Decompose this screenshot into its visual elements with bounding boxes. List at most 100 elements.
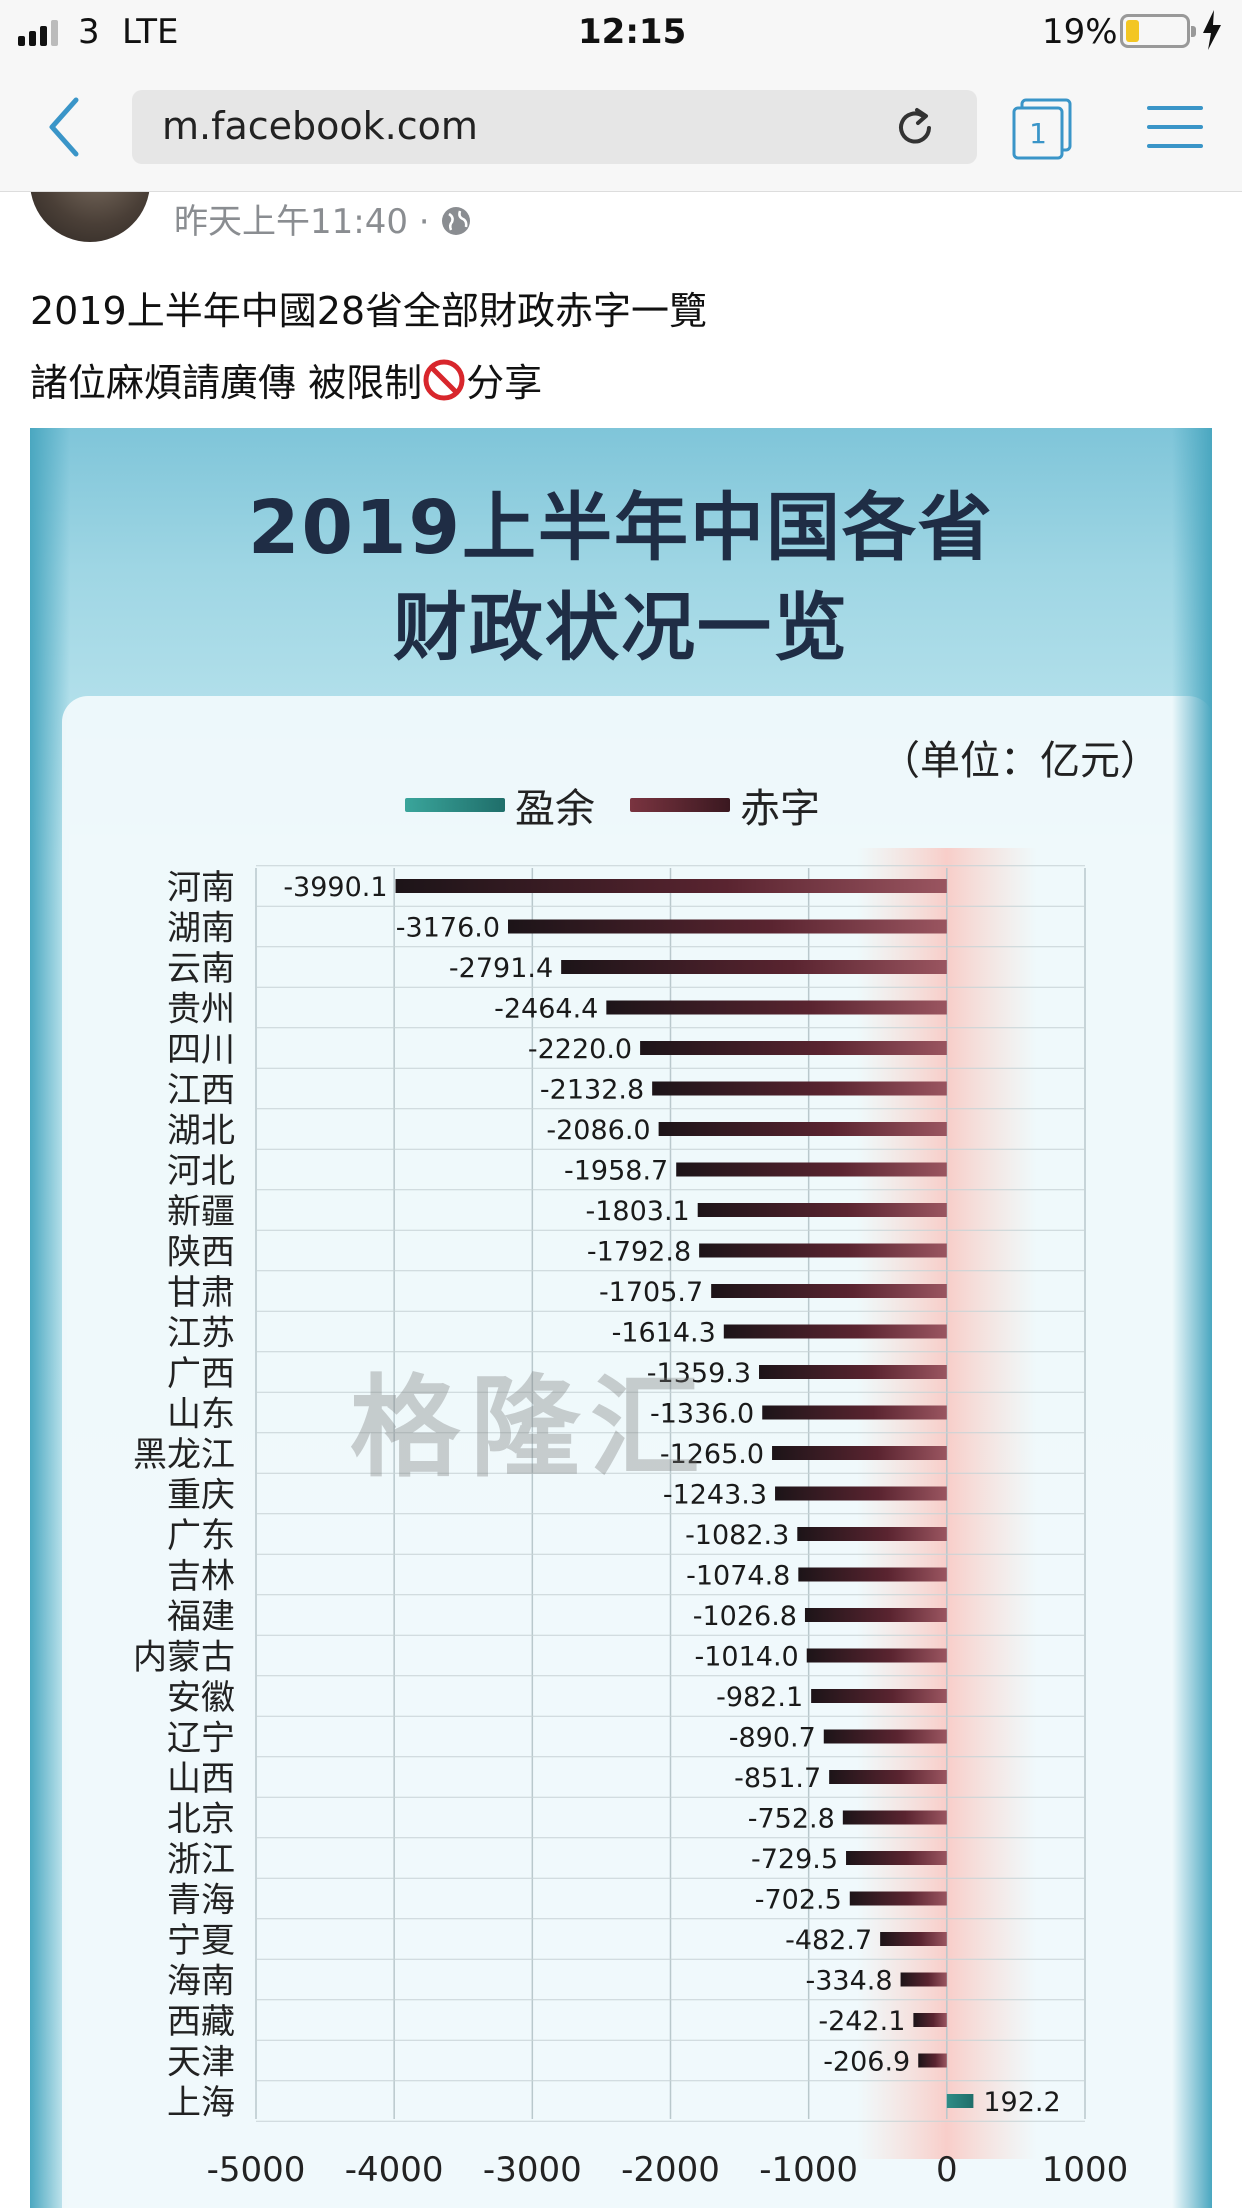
post-text-line2-start: 諸位麻煩請廣傳 被限制 xyxy=(30,361,423,405)
legend-surplus: 盈余 xyxy=(405,776,595,834)
category-label: 湖南 xyxy=(167,909,235,949)
category-label: 河南 xyxy=(167,868,235,908)
post-timestamp[interactable]: 昨天上午11:40 · xyxy=(174,202,430,242)
category-label: 上海 xyxy=(167,2083,235,2123)
post-text-line2: 諸位麻煩請廣傳 被限制 分享 xyxy=(30,352,542,407)
data-label: -2220.0 xyxy=(528,1034,632,1065)
category-label: 云南 xyxy=(167,949,235,989)
category-label: 重庆 xyxy=(167,1476,235,1516)
menu-icon[interactable] xyxy=(1145,102,1205,152)
legend-surplus-swatch xyxy=(405,798,505,812)
category-label: 浙江 xyxy=(167,1840,235,1880)
data-label: -1082.3 xyxy=(685,1520,789,1551)
back-arrow-icon[interactable] xyxy=(40,92,90,162)
charging-bolt-icon xyxy=(1203,10,1221,50)
data-label: -851.7 xyxy=(734,1763,821,1794)
data-label: -1359.3 xyxy=(647,1358,751,1389)
globe-icon xyxy=(442,207,471,235)
bar xyxy=(676,1162,947,1177)
category-label: 福建 xyxy=(167,1597,235,1637)
network-label: LTE xyxy=(122,12,179,52)
post-meta: 昨天上午11:40 · xyxy=(174,194,472,243)
tick-label: 1000 xyxy=(1042,2150,1129,2190)
clock: 12:15 xyxy=(578,12,687,52)
bar xyxy=(811,1689,947,1703)
data-label: -1705.7 xyxy=(599,1277,703,1308)
bar xyxy=(640,1041,947,1055)
bar xyxy=(759,1365,947,1379)
category-label: 新疆 xyxy=(167,1192,235,1232)
bar xyxy=(395,879,947,893)
bar xyxy=(652,1081,947,1096)
avatar[interactable] xyxy=(30,192,150,242)
tick-label: -3000 xyxy=(483,2150,582,2190)
bar xyxy=(806,1648,947,1663)
category-label: 天津 xyxy=(167,2043,235,2083)
category-label: 山西 xyxy=(167,1759,235,1799)
bar xyxy=(723,1324,947,1339)
data-label: -2086.0 xyxy=(546,1115,650,1146)
bar xyxy=(606,1000,947,1015)
category-label: 辽宁 xyxy=(167,1719,235,1759)
category-label: 江苏 xyxy=(167,1314,235,1354)
tick-label: -1000 xyxy=(759,2150,858,2190)
bar xyxy=(775,1486,947,1501)
carrier-label: 3 xyxy=(78,12,100,52)
data-label: -1614.3 xyxy=(612,1318,716,1349)
tabs-icon[interactable]: 1 xyxy=(1010,98,1074,160)
category-label: 青海 xyxy=(167,1881,235,1921)
bar xyxy=(946,2094,974,2108)
post-image[interactable]: 2019上半年中国各省 财政状况一览 （单位：亿元） 盈余 赤字 河南 -3990… xyxy=(30,428,1212,2208)
data-label: -2464.4 xyxy=(494,994,598,1025)
bar xyxy=(697,1203,947,1217)
bar xyxy=(797,1527,947,1541)
category-label: 内蒙古 xyxy=(133,1638,235,1678)
tick-label: -4000 xyxy=(345,2150,444,2190)
data-label: -752.8 xyxy=(748,1804,835,1835)
category-label: 陕西 xyxy=(167,1233,235,1273)
bar xyxy=(711,1284,947,1298)
bar xyxy=(918,2053,947,2068)
data-label: -482.7 xyxy=(785,1925,872,1956)
category-label: 黑龙江 xyxy=(133,1435,235,1475)
category-label: 湖北 xyxy=(167,1111,235,1151)
category-label: 吉林 xyxy=(167,1557,235,1597)
data-label: -729.5 xyxy=(751,1844,838,1875)
legend-deficit-swatch xyxy=(630,798,730,812)
category-label: 海南 xyxy=(167,1962,235,2002)
chart-title-line1: 2019上半年中国各省 xyxy=(248,485,994,571)
tab-count: 1 xyxy=(1029,117,1047,150)
battery-percent: 19% xyxy=(1042,12,1118,52)
data-label: -1958.7 xyxy=(564,1156,668,1187)
reload-icon[interactable] xyxy=(893,106,937,150)
data-label: -1336.0 xyxy=(650,1399,754,1430)
category-label: 广东 xyxy=(167,1516,235,1556)
bar xyxy=(846,1851,947,1865)
data-label: -1265.0 xyxy=(660,1439,764,1470)
tick-label: 0 xyxy=(936,2150,958,2190)
bar xyxy=(829,1770,947,1784)
post-text-line2-end: 分享 xyxy=(466,361,543,405)
data-label: -1243.3 xyxy=(663,1480,767,1511)
bar xyxy=(762,1405,947,1420)
bar xyxy=(658,1122,947,1136)
category-label: 安徽 xyxy=(167,1678,235,1718)
data-label: -1074.8 xyxy=(686,1561,790,1592)
tick-label: -5000 xyxy=(207,2150,306,2190)
category-label: 山东 xyxy=(167,1395,235,1435)
chart-title-line2: 财政状况一览 xyxy=(393,585,849,671)
bar xyxy=(561,960,947,974)
bar xyxy=(508,919,947,934)
data-label: -702.5 xyxy=(755,1885,842,1916)
legend-surplus-label: 盈余 xyxy=(515,786,595,832)
battery-icon xyxy=(1120,14,1196,48)
bar xyxy=(849,1891,947,1906)
category-label: 河北 xyxy=(167,1152,235,1192)
data-label: -334.8 xyxy=(806,1966,893,1997)
address-bar[interactable]: m.facebook.com xyxy=(132,90,977,164)
bar xyxy=(842,1810,947,1825)
data-label: -2791.4 xyxy=(449,953,553,984)
data-label: -1792.8 xyxy=(587,1237,691,1268)
category-label: 西藏 xyxy=(167,2002,235,2042)
data-label: -3176.0 xyxy=(396,913,500,944)
